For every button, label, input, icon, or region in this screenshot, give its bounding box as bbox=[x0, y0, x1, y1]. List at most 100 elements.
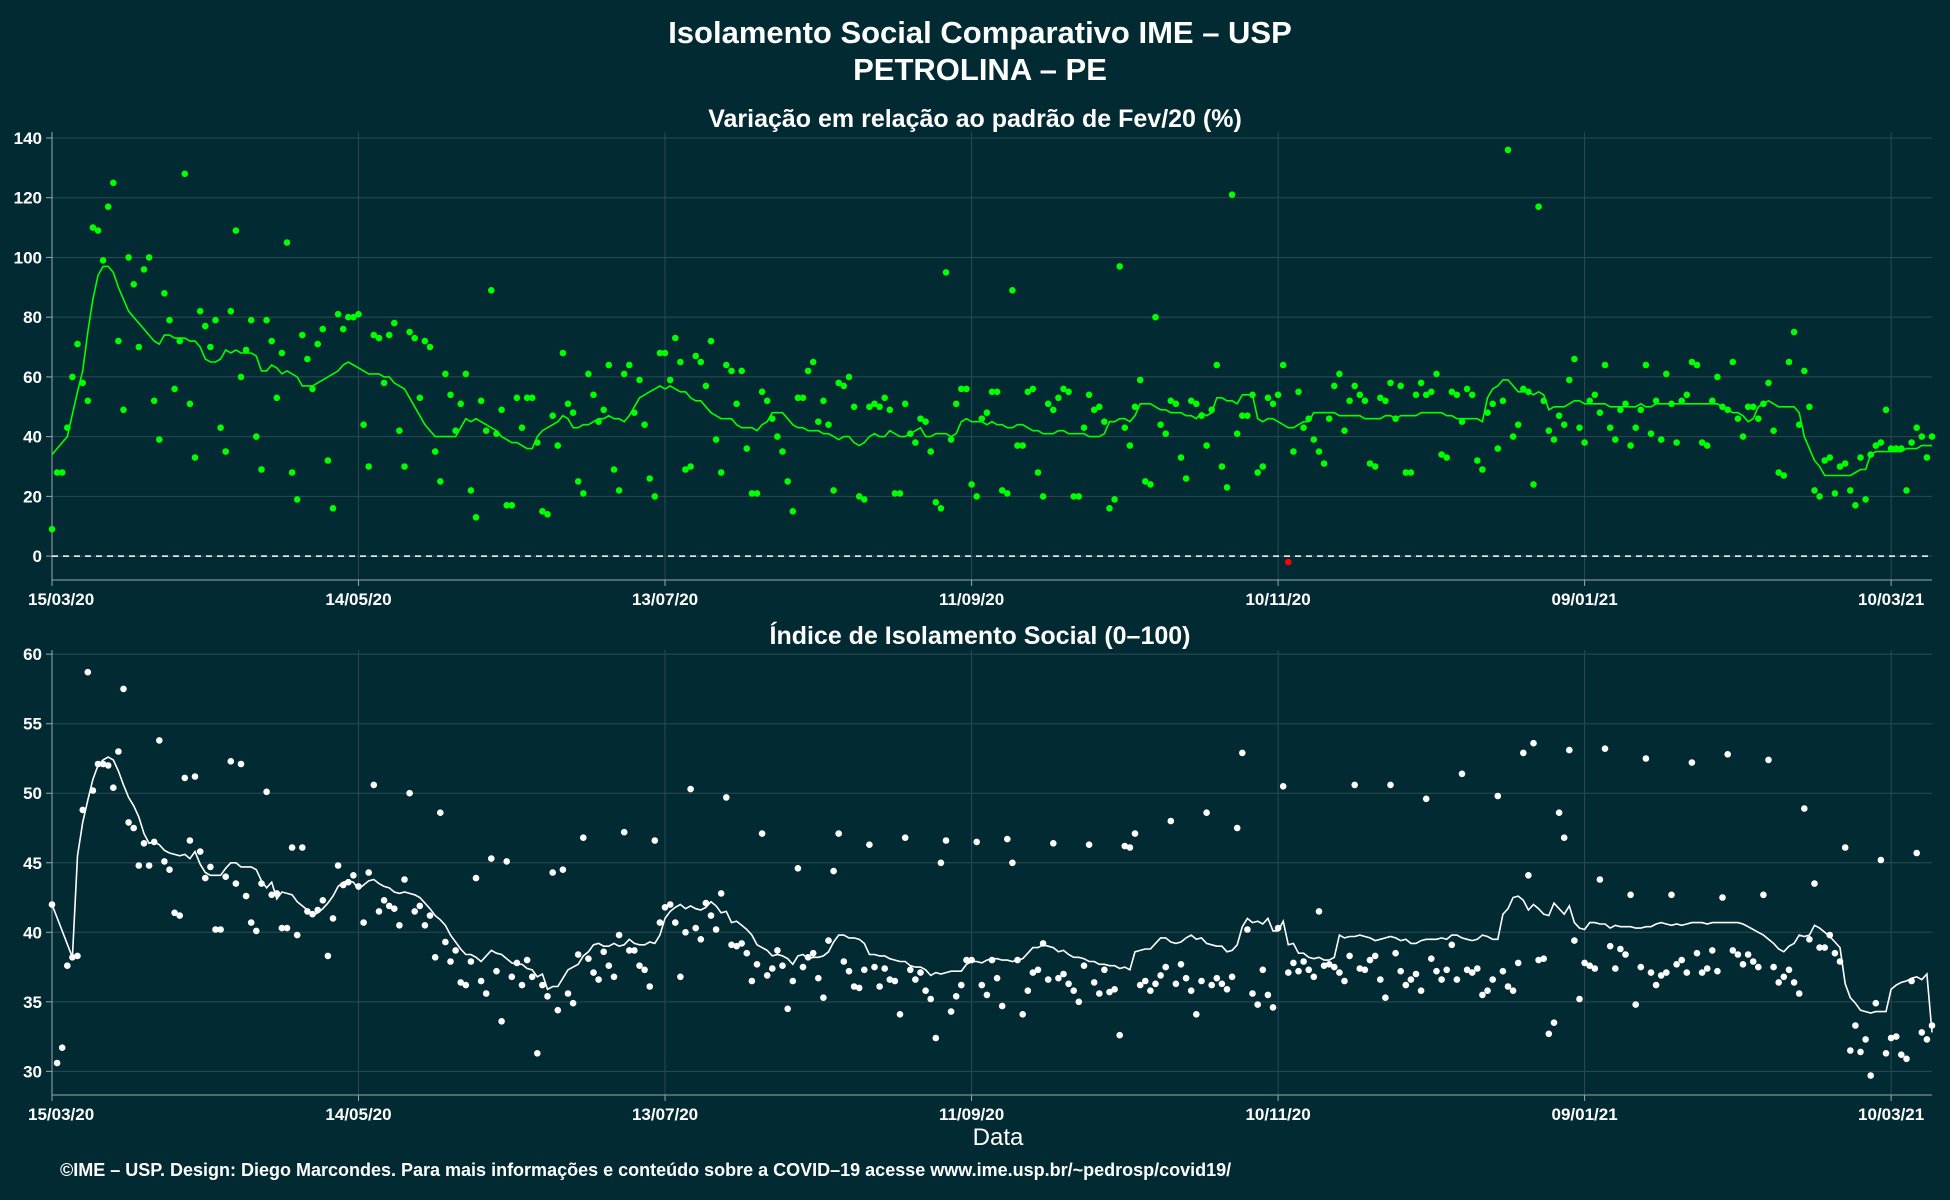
data-point bbox=[1090, 406, 1098, 414]
data-point bbox=[1157, 421, 1164, 429]
data-point bbox=[753, 490, 761, 497]
data-point bbox=[222, 873, 229, 880]
figure-title-line1: Isolamento Social Comparativo IME – USP bbox=[668, 15, 1292, 50]
data-point bbox=[140, 840, 148, 847]
data-point bbox=[431, 448, 439, 455]
data-point bbox=[345, 878, 352, 886]
data-point bbox=[1499, 397, 1507, 405]
data-point bbox=[927, 995, 934, 1003]
data-point bbox=[952, 993, 960, 1000]
moving-average-line bbox=[51, 756, 1933, 1033]
data-point bbox=[1417, 379, 1425, 387]
y-tick-label: 40 bbox=[23, 923, 42, 942]
data-point bbox=[89, 787, 97, 794]
data-point bbox=[559, 866, 567, 873]
data-point bbox=[1622, 400, 1629, 408]
data-point bbox=[1147, 481, 1154, 488]
data-point bbox=[1601, 361, 1609, 369]
data-point bbox=[1535, 956, 1542, 964]
data-point bbox=[907, 966, 914, 974]
data-point bbox=[784, 1005, 791, 1013]
data-point bbox=[1612, 965, 1619, 972]
y-tick-label: 20 bbox=[23, 487, 42, 506]
data-point bbox=[125, 819, 132, 826]
data-point bbox=[319, 897, 327, 904]
data-point bbox=[1366, 956, 1374, 964]
data-point bbox=[1923, 1036, 1931, 1043]
data-point bbox=[1259, 966, 1267, 974]
data-point bbox=[1760, 891, 1767, 899]
data-point bbox=[1806, 936, 1813, 943]
data-point bbox=[743, 445, 751, 452]
data-point bbox=[891, 490, 899, 497]
data-point bbox=[590, 969, 597, 976]
data-point bbox=[1377, 394, 1384, 402]
data-point bbox=[252, 433, 260, 440]
data-point bbox=[1509, 433, 1517, 440]
data-point bbox=[937, 859, 945, 867]
data-point bbox=[1591, 391, 1599, 399]
data-point bbox=[442, 370, 449, 378]
data-point bbox=[840, 958, 848, 965]
data-point bbox=[125, 254, 132, 261]
data-point bbox=[1285, 969, 1292, 976]
data-point bbox=[1775, 979, 1782, 986]
data-point bbox=[1898, 445, 1905, 452]
data-point bbox=[1346, 952, 1353, 960]
data-point bbox=[1024, 388, 1032, 396]
y-tick-label: 50 bbox=[23, 784, 42, 803]
data-point bbox=[375, 334, 383, 342]
data-point bbox=[1249, 391, 1256, 399]
data-point bbox=[110, 179, 117, 187]
data-point bbox=[1044, 976, 1052, 983]
data-point bbox=[79, 379, 86, 387]
data-point bbox=[646, 475, 653, 482]
data-point bbox=[1877, 439, 1885, 446]
data-point bbox=[1142, 977, 1149, 985]
data-point bbox=[1162, 430, 1169, 438]
data-point bbox=[922, 987, 929, 994]
data-point bbox=[171, 385, 178, 393]
data-point bbox=[69, 373, 76, 381]
data-point bbox=[1422, 795, 1430, 803]
data-point bbox=[1090, 979, 1098, 986]
data-point bbox=[876, 983, 883, 990]
data-point bbox=[1463, 966, 1471, 974]
data-point bbox=[1693, 949, 1701, 957]
data-point bbox=[917, 969, 924, 976]
data-point bbox=[1167, 397, 1175, 405]
data-point bbox=[401, 876, 408, 883]
data-point bbox=[1499, 967, 1507, 975]
data-point bbox=[1433, 370, 1440, 378]
data-point bbox=[161, 290, 168, 297]
data-point bbox=[1657, 972, 1665, 979]
data-point bbox=[242, 346, 250, 354]
data-point bbox=[1734, 415, 1742, 423]
data-point bbox=[958, 385, 965, 393]
data-point bbox=[242, 892, 250, 900]
data-point bbox=[901, 834, 909, 841]
data-point bbox=[815, 974, 822, 982]
data-point bbox=[1484, 987, 1491, 994]
data-point bbox=[1203, 442, 1210, 449]
data-point bbox=[324, 952, 332, 960]
data-point bbox=[447, 958, 454, 965]
data-point bbox=[273, 890, 281, 897]
data-point bbox=[1847, 1047, 1854, 1054]
data-point bbox=[156, 737, 163, 744]
data-point bbox=[406, 328, 413, 336]
data-point bbox=[1019, 442, 1026, 449]
data-point bbox=[1111, 986, 1118, 993]
data-point bbox=[815, 418, 822, 426]
data-point bbox=[861, 496, 868, 503]
data-point bbox=[1402, 469, 1410, 476]
data-point bbox=[181, 170, 189, 178]
data-point bbox=[1831, 949, 1839, 957]
data-point bbox=[1719, 894, 1726, 901]
data-point bbox=[958, 981, 965, 989]
data-point bbox=[850, 983, 858, 990]
data-point bbox=[651, 493, 659, 500]
data-point bbox=[1479, 991, 1486, 999]
data-point bbox=[937, 505, 945, 512]
data-point bbox=[252, 927, 260, 935]
